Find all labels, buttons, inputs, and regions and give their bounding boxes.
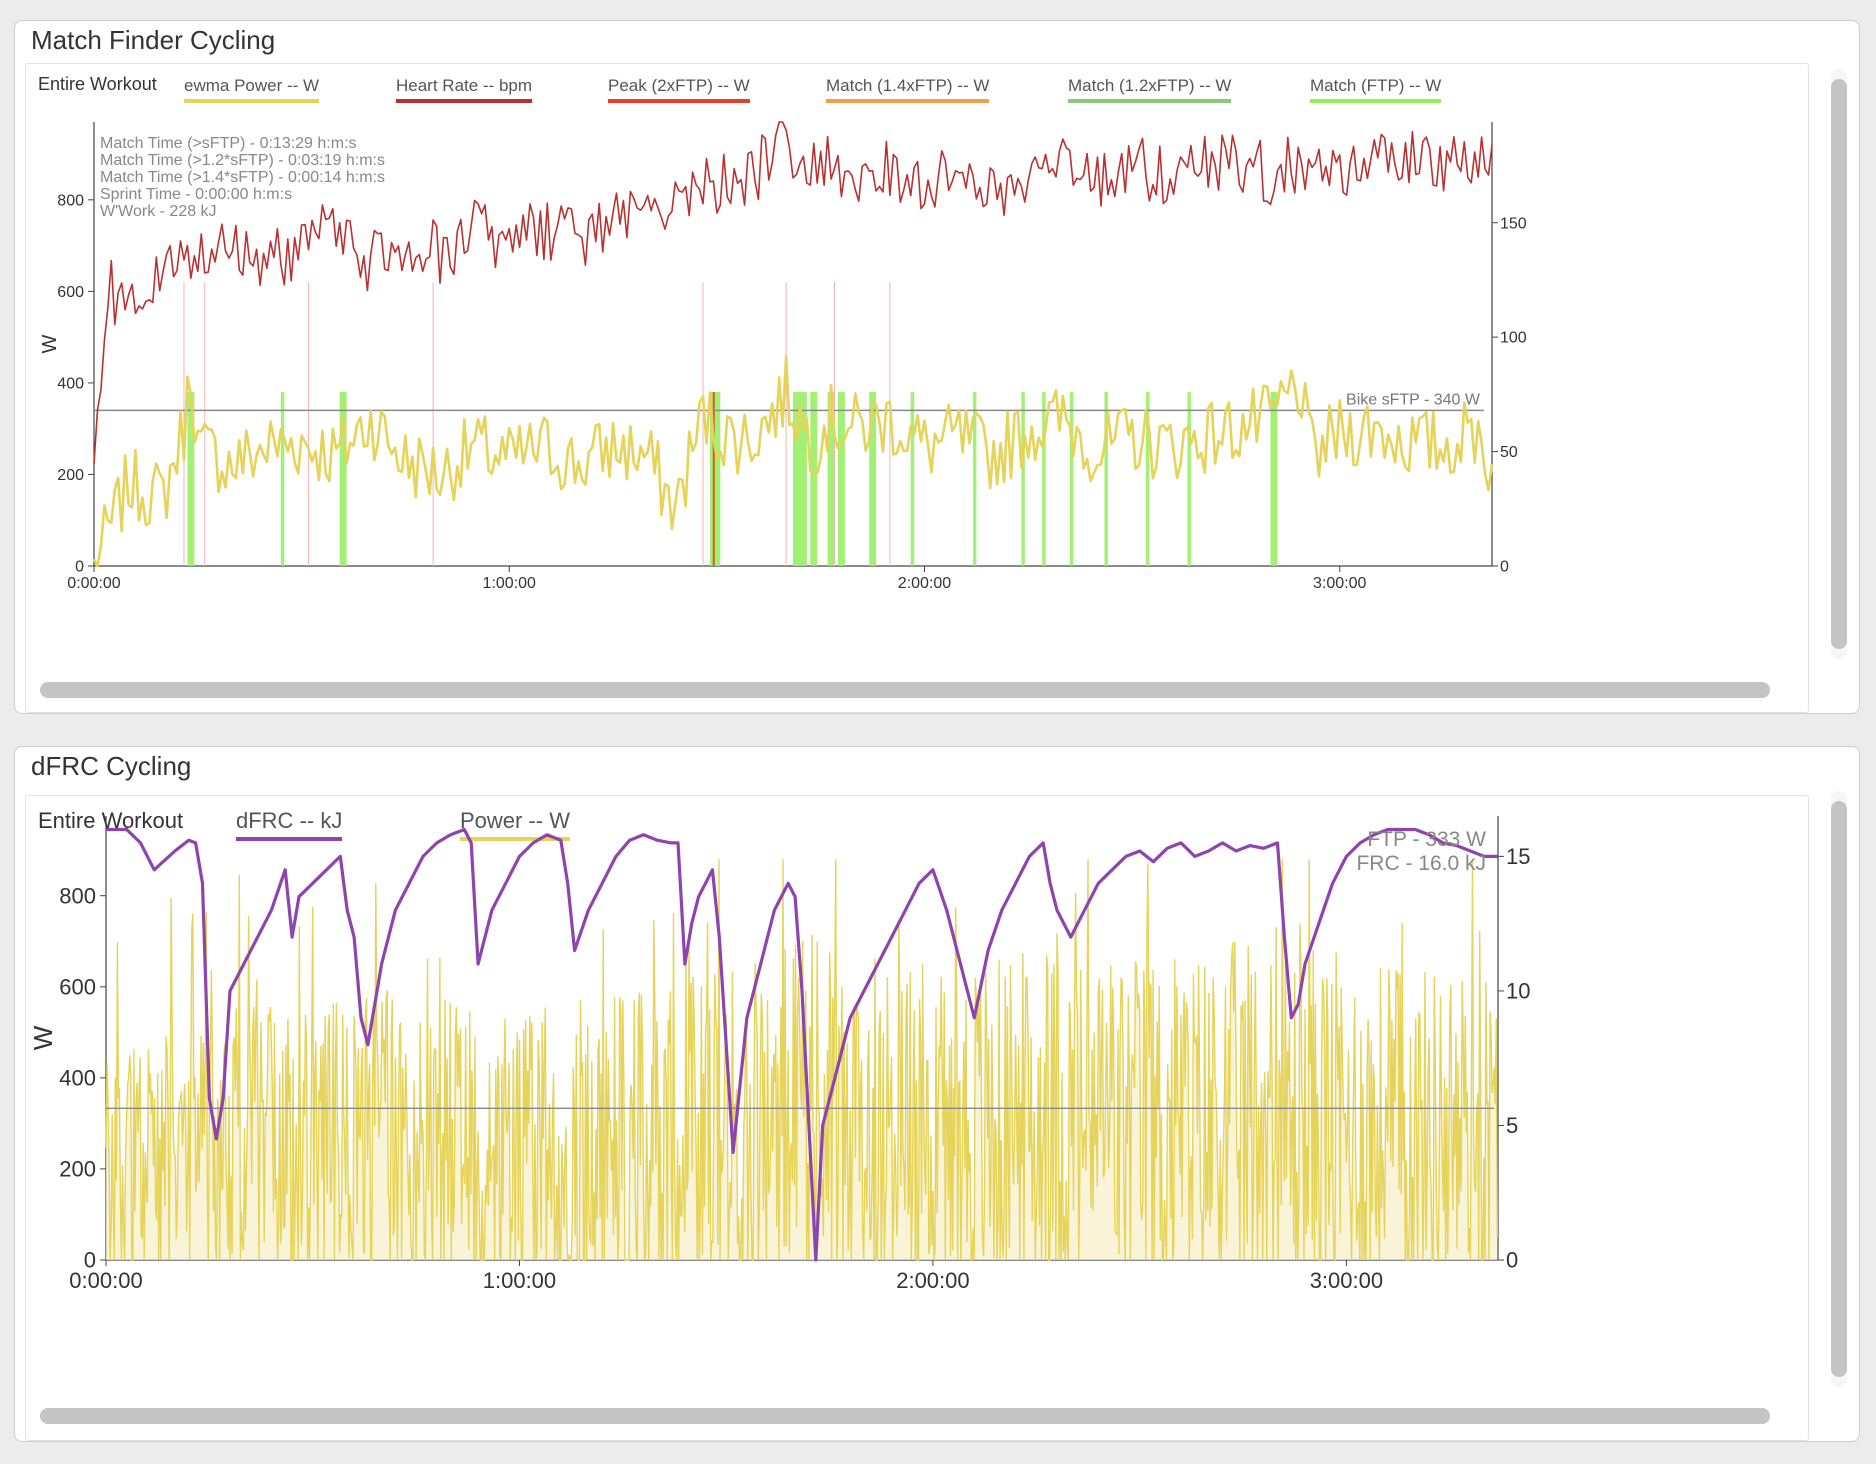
y-tick-label: 600 [57, 284, 84, 301]
series-line-dfrc [106, 827, 1498, 1262]
match-finder-legend: Entire Workout ewma Power -- W Heart Rate… [26, 64, 1808, 104]
summary-annotation: FTP - 333 W [1367, 828, 1486, 851]
x-tick-label: 2:00:00 [898, 575, 951, 592]
match-finder-plot: 0 200 400 600 800 0 50 100 150 0:00:00 1:00:00 2:00… [39, 121, 1527, 592]
legend-item[interactable]: Power -- W [460, 808, 570, 841]
legend-item[interactable]: Match (1.4xFTP) -- W [826, 76, 990, 103]
y2-tick-label: 150 [1500, 215, 1527, 232]
x-tick-label: 1:00:00 [483, 1268, 556, 1293]
y-tick-label: 200 [59, 1157, 96, 1182]
y2-tick-label: 5 [1506, 1113, 1518, 1138]
dfrc-title: dFRC Cycling [31, 751, 192, 781]
horizontal-scrollbar-thumb[interactable] [40, 1408, 1770, 1424]
y-tick-label: 400 [57, 376, 84, 393]
match-band [1145, 392, 1150, 566]
series-line-power [105, 859, 1499, 1263]
y-tick-label: 0 [84, 1248, 96, 1273]
match-band [280, 392, 285, 566]
y-tick-label: 800 [57, 192, 84, 209]
match-band [910, 392, 915, 566]
dfrc-panel: dFRC Cycling Entire Workout dFRC -- kJ Po… [14, 746, 1860, 1442]
x-tick-label: 0:00:00 [67, 575, 120, 592]
match-band [1042, 392, 1046, 566]
y-tick-label: 200 [57, 467, 84, 484]
y2-tick-label: 100 [1500, 330, 1527, 347]
sftp-reference-label: Bike sFTP - 340 W [1346, 391, 1481, 408]
y-tick-label: 600 [59, 974, 96, 999]
match-finder-title: Match Finder Cycling [31, 25, 276, 55]
y-axis-title: W [28, 1025, 58, 1050]
match-band [972, 392, 977, 566]
x-tick-label: 1:00:00 [483, 575, 536, 592]
y2-tick-label: 50 [1500, 444, 1518, 461]
match-band [1187, 392, 1191, 566]
x-tick-label: 0:00:00 [69, 1268, 142, 1293]
horizontal-scrollbar-thumb[interactable] [40, 682, 1770, 698]
match-band [837, 392, 845, 566]
y2-tick-label: 10 [1506, 979, 1530, 1004]
match-band [1021, 392, 1025, 566]
y2-tick-label: 0 [1506, 1248, 1518, 1273]
horizontal-scrollbar[interactable] [40, 1408, 1770, 1424]
legend-item[interactable]: Match (1.2xFTP) -- W [1068, 76, 1232, 103]
y-tick-label: 800 [59, 883, 96, 908]
dfrc-legend: Entire Workout dFRC -- kJ Power -- W [26, 796, 1808, 841]
y-axis-title: W [39, 334, 61, 353]
summary-annotation: W'Work - 228 kJ [100, 203, 217, 220]
summary-annotation: Match Time (>1.2*sFTP) - 0:03:19 h:m:s [100, 152, 385, 169]
vertical-scrollbar-thumb[interactable] [1831, 801, 1847, 1377]
summary-annotation: Sprint Time - 0:00:00 h:m:s [100, 186, 292, 203]
match-band [1270, 392, 1278, 566]
dfrc-chart-area: Entire Workout dFRC -- kJ Power -- W 0 200… [25, 795, 1809, 1441]
match-band [1069, 392, 1074, 566]
range-label[interactable]: Entire Workout [38, 74, 157, 94]
legend-item[interactable]: Heart Rate -- bpm [396, 76, 533, 103]
y2-tick-label: 0 [1500, 559, 1509, 576]
summary-annotation: Match Time (>1.4*sFTP) - 0:00:14 h:m:s [100, 169, 385, 186]
vertical-scrollbar-thumb[interactable] [1831, 79, 1847, 649]
match-band [712, 392, 715, 566]
vertical-scrollbar[interactable] [1831, 69, 1847, 659]
match-band [1104, 392, 1108, 566]
match-band [187, 392, 195, 566]
y2-tick-label: 15 [1506, 844, 1530, 869]
legend-item[interactable]: ewma Power -- W [184, 76, 320, 103]
match-band [810, 392, 818, 566]
x-tick-label: 3:00:00 [1310, 1268, 1383, 1293]
y-tick-label: 400 [59, 1066, 96, 1091]
match-band [827, 392, 835, 566]
legend-item[interactable]: dFRC -- kJ [236, 808, 343, 841]
y-tick-label: 0 [75, 559, 84, 576]
series-line-heart-rate [93, 121, 1493, 464]
horizontal-scrollbar[interactable] [40, 682, 1770, 698]
match-band [709, 392, 721, 566]
legend-item[interactable]: Peak (2xFTP) -- W [608, 76, 750, 103]
summary-annotation: FRC - 16.0 kJ [1356, 852, 1486, 875]
dfrc-plot: 0 200 400 600 800 0 5 10 15 0:00:00 1:00:00 2:00:00… [28, 816, 1530, 1293]
x-tick-label: 2:00:00 [896, 1268, 969, 1293]
legend-item[interactable]: Match (FTP) -- W [1310, 76, 1442, 103]
match-finder-panel: Match Finder Cycling Entire Workout ewma… [14, 20, 1860, 714]
power-area [106, 859, 1498, 1260]
summary-annotation: Match Time (>sFTP) - 0:13:29 h:m:s [100, 135, 357, 152]
x-tick-label: 3:00:00 [1313, 575, 1366, 592]
vertical-scrollbar[interactable] [1831, 791, 1847, 1387]
series-line-ewma-power [92, 354, 1494, 568]
match-band [869, 392, 877, 566]
match-finder-chart-area: Entire Workout ewma Power -- W Heart Rate… [25, 63, 1809, 713]
match-band [339, 392, 347, 566]
